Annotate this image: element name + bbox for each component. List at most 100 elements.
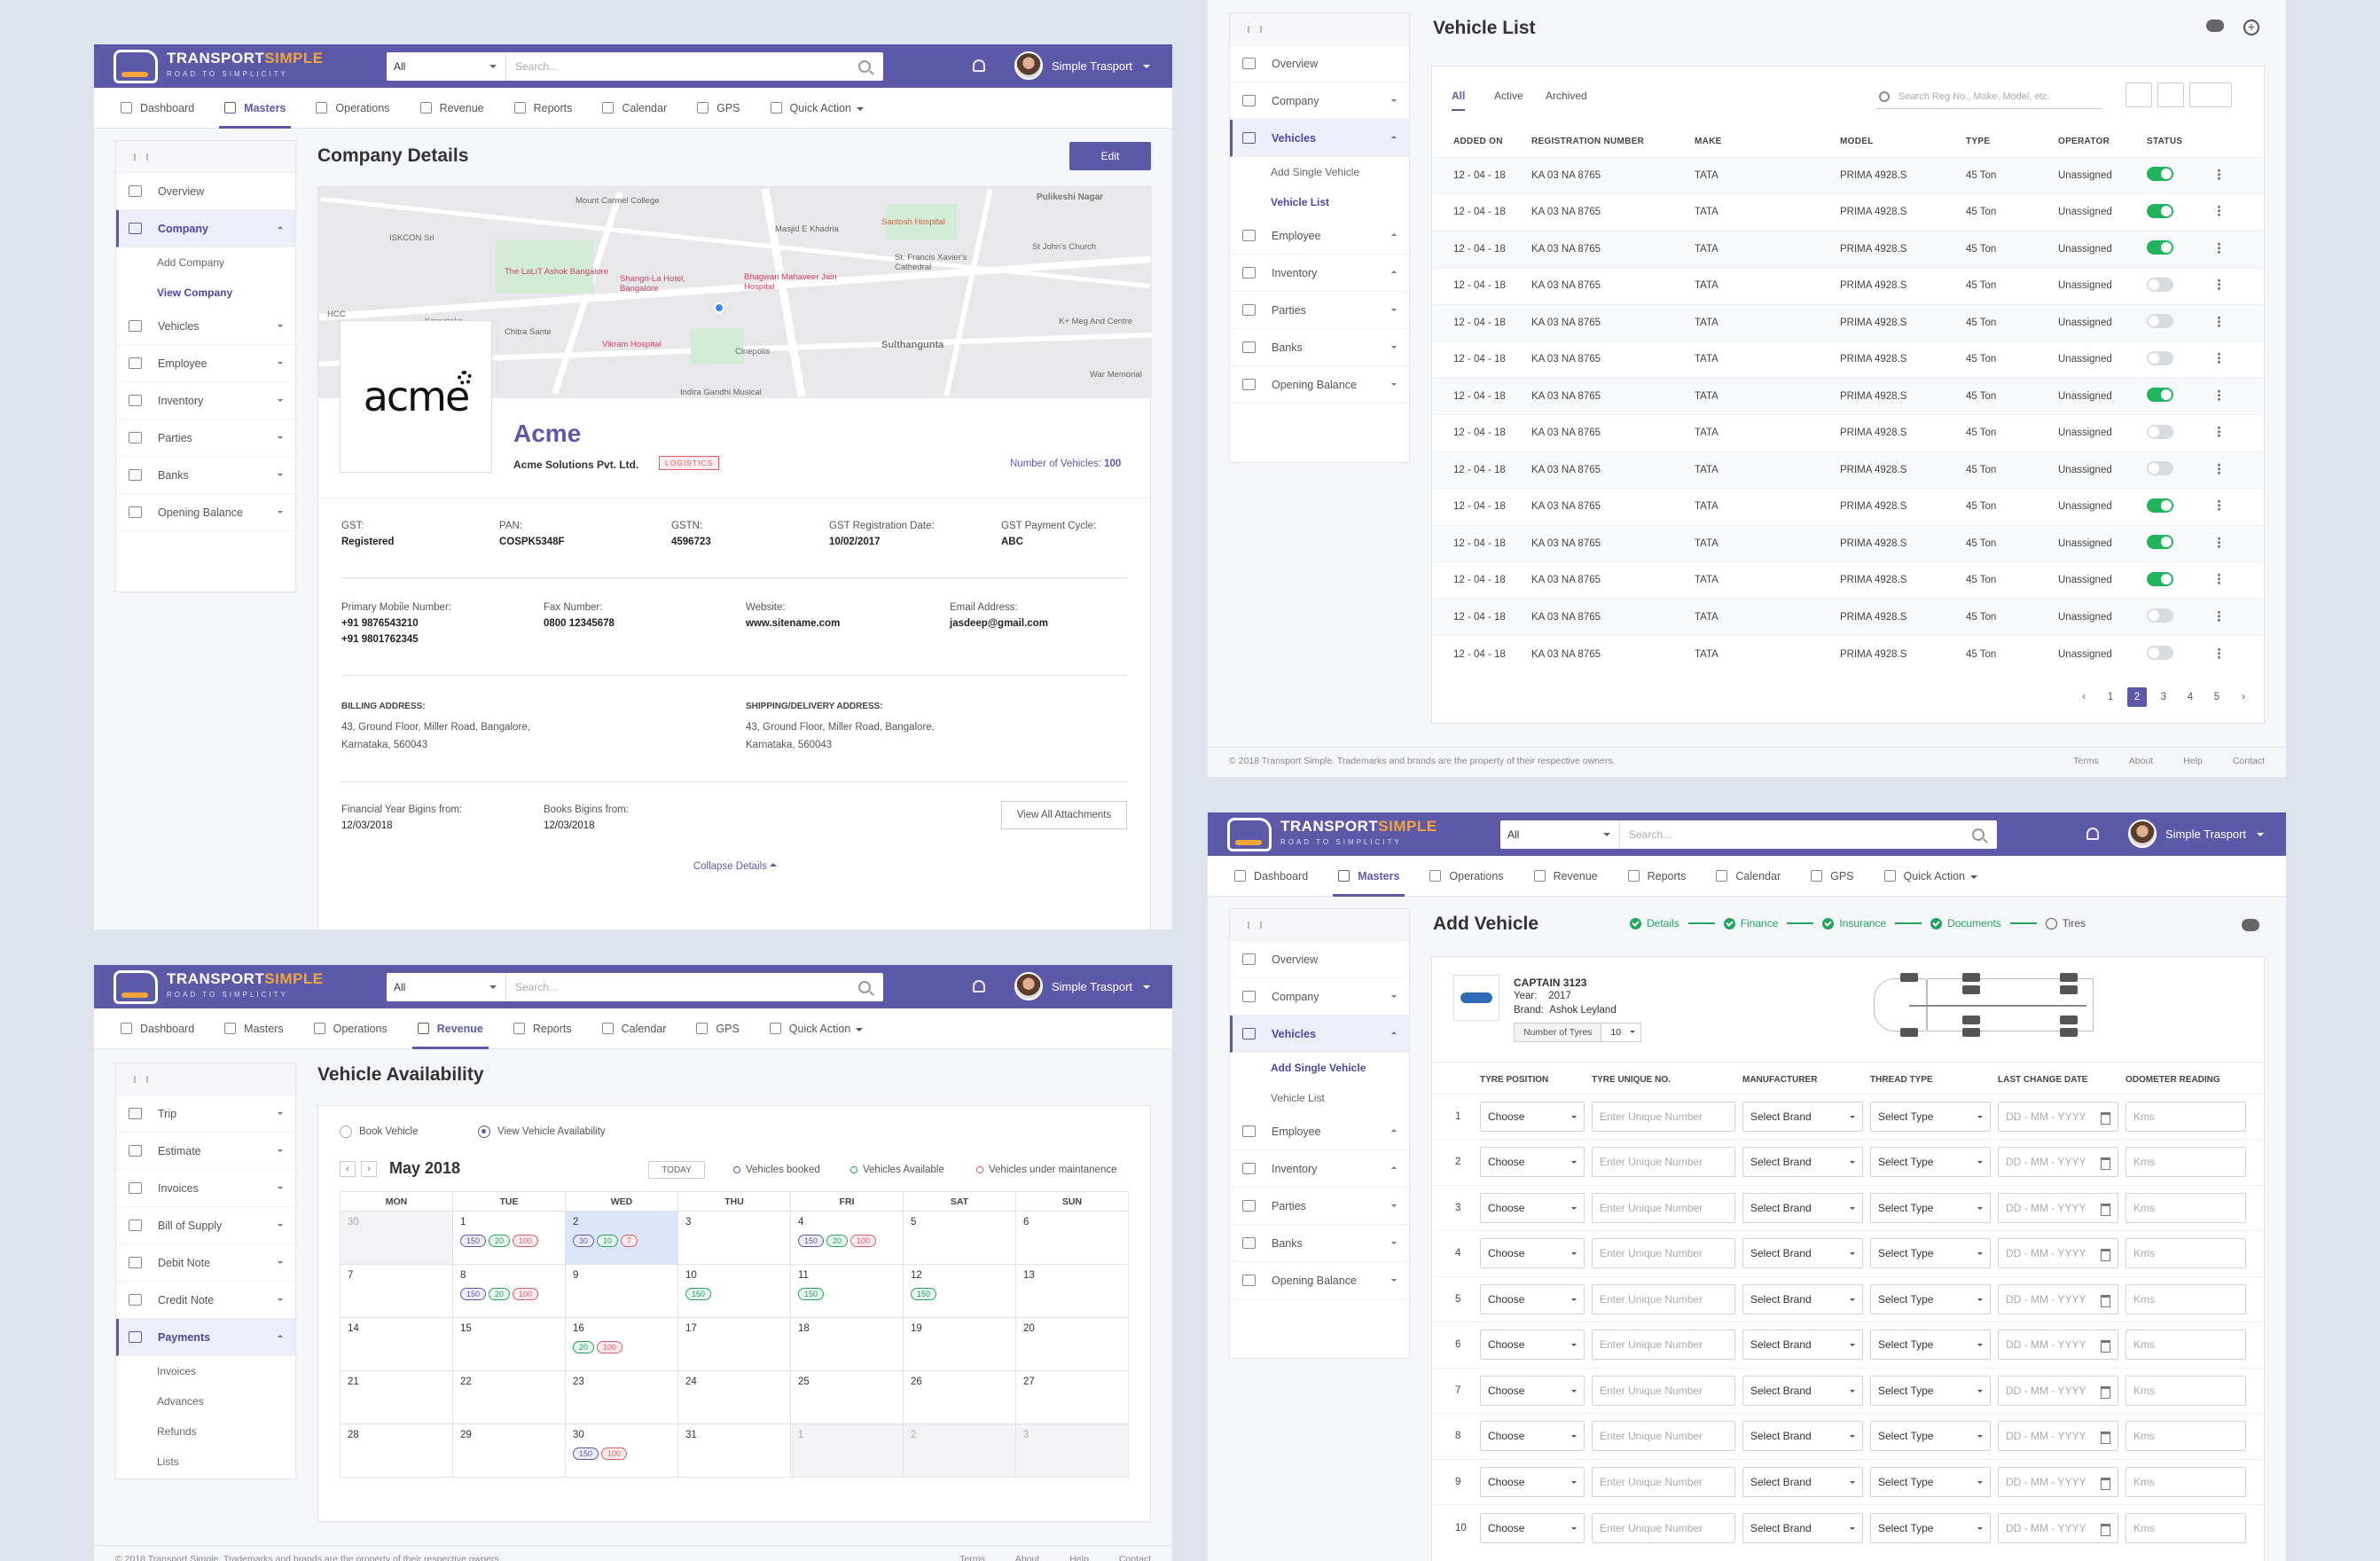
nav-calendar[interactable]: Calendar <box>601 1008 666 1049</box>
registration-link[interactable]: KA 03 NA 8765 <box>1531 561 1695 599</box>
calendar-day[interactable]: 16 20 100 <box>565 1317 678 1371</box>
sidebar-sub-add-single-vehicle[interactable]: Add Single Vehicle <box>1271 166 1360 178</box>
last-change-date-input[interactable]: DD - MM - YYYY <box>1998 1147 2118 1178</box>
step-details[interactable]: Details <box>1630 917 1679 930</box>
thread-type-select[interactable]: Select Type <box>1870 1238 1991 1269</box>
nav-gps[interactable]: GPS <box>1811 856 1854 897</box>
tyre-position-select[interactable]: Choose <box>1480 1238 1585 1269</box>
thread-type-select[interactable]: Select Type <box>1870 1101 1991 1132</box>
col-type[interactable]: TYPE <box>1966 137 1991 147</box>
sidebar-item-employee[interactable]: Employee <box>1230 1113 1409 1150</box>
last-change-date-input[interactable]: DD - MM - YYYY <box>1998 1375 2118 1406</box>
sidebar-sub-view-company[interactable]: View Company <box>157 286 233 299</box>
sidebar-item-company[interactable]: Company <box>1230 82 1409 120</box>
calendar-day[interactable]: 14 <box>340 1317 453 1371</box>
tyre-position-select[interactable]: Choose <box>1480 1101 1585 1132</box>
odometer-input[interactable]: Kms <box>2126 1238 2246 1269</box>
step-documents[interactable]: Documents <box>1930 917 2001 930</box>
sidebar-item-bill-of-supply[interactable]: Bill of Supply <box>116 1207 295 1244</box>
odometer-input[interactable]: Kms <box>2126 1375 2246 1406</box>
collapse-sidebar-icon[interactable] <box>1230 909 1409 941</box>
add-vehicle-icon[interactable]: + <box>2243 20 2259 35</box>
registration-link[interactable]: KA 03 NA 8765 <box>1531 341 1695 378</box>
more-options-icon[interactable] <box>2218 278 2220 291</box>
tyre-position-select[interactable]: Choose <box>1480 1512 1585 1543</box>
sidebar-item-opening-balance[interactable]: Opening Balance <box>1230 1262 1409 1299</box>
tyre-unique-input[interactable]: Enter Unique Number <box>1592 1421 1735 1452</box>
status-toggle[interactable] <box>2147 535 2173 550</box>
view-attachments-button[interactable]: View All Attachments <box>1001 801 1127 829</box>
footer-link-terms[interactable]: Terms <box>959 1553 985 1561</box>
last-change-date-input[interactable]: DD - MM - YYYY <box>1998 1283 2118 1314</box>
nav-quick-action[interactable]: Quick Action <box>769 1008 864 1049</box>
thread-type-select[interactable]: Select Type <box>1870 1512 1991 1543</box>
calendar-day[interactable]: 20 <box>1015 1317 1129 1371</box>
page-button[interactable]: 4 <box>2187 692 2194 702</box>
calendar-day[interactable]: 3 <box>1015 1424 1129 1478</box>
more-options-icon[interactable] <box>2218 462 2220 475</box>
user-menu[interactable]: Simple Trasport <box>1014 51 1151 80</box>
manufacturer-select[interactable]: Select Brand <box>1742 1283 1863 1314</box>
last-change-date-input[interactable]: DD - MM - YYYY <box>1998 1512 2118 1543</box>
last-change-date-input[interactable]: DD - MM - YYYY <box>1998 1192 2118 1223</box>
tyre-unique-input[interactable]: Enter Unique Number <box>1592 1101 1735 1132</box>
calendar-day[interactable]: 15 <box>452 1317 566 1371</box>
status-toggle[interactable] <box>2147 240 2173 255</box>
status-toggle[interactable] <box>2147 498 2173 513</box>
nav-operations[interactable]: Operations <box>1429 856 1504 897</box>
calendar-day[interactable]: 22 <box>452 1370 566 1424</box>
table-row[interactable]: 12 - 04 - 18 KA 03 NA 8765 TATA PRIMA 4928.… <box>1432 267 2264 304</box>
table-row[interactable]: 12 - 04 - 18 KA 03 NA 8765 TATA PRIMA 4928.… <box>1432 193 2264 231</box>
manufacturer-select[interactable]: Select Brand <box>1742 1512 1863 1543</box>
manufacturer-select[interactable]: Select Brand <box>1742 1466 1863 1497</box>
calendar-day[interactable]: 8 150 20 100 <box>452 1264 566 1318</box>
table-row[interactable]: 12 - 04 - 18 KA 03 NA 8765 TATA PRIMA 4928.… <box>1432 488 2264 525</box>
calendar-day[interactable]: 24 <box>677 1370 791 1424</box>
more-options-icon[interactable] <box>2218 352 2220 365</box>
table-row[interactable]: 12 - 04 - 18 KA 03 NA 8765 TATA PRIMA 4928.… <box>1432 598 2264 636</box>
calendar-day[interactable]: 1 150 20 100 <box>452 1211 566 1265</box>
nav-quick-action[interactable]: Quick Action <box>1883 856 1978 897</box>
sidebar-item-employee[interactable]: Employee <box>1230 217 1409 255</box>
nav-reports[interactable]: Reports <box>1627 856 1686 897</box>
sidebar-item-company[interactable]: Company <box>116 210 295 247</box>
nav-gps[interactable]: GPS <box>696 1008 740 1049</box>
sidebar-item-vehicles[interactable]: Vehicles <box>116 308 295 345</box>
col-model[interactable]: MODEL <box>1840 137 1874 147</box>
filter-icon[interactable] <box>2126 82 2152 107</box>
thread-type-select[interactable]: Select Type <box>1870 1192 1991 1223</box>
sidebar-sub-lists[interactable]: Lists <box>157 1455 179 1468</box>
brand-logo[interactable]: TRANSPORTSIMPLE ROAD TO SIMPLICITY <box>114 49 380 83</box>
manufacturer-select[interactable]: Select Brand <box>1742 1375 1863 1406</box>
cloud-upload-icon[interactable] <box>2206 20 2224 32</box>
tyre-position-select[interactable]: Choose <box>1480 1421 1585 1452</box>
status-toggle[interactable] <box>2147 203 2173 218</box>
status-toggle[interactable] <box>2147 350 2173 365</box>
sidebar-item-estimate[interactable]: Estimate <box>116 1133 295 1170</box>
calendar-day[interactable]: 11 150 <box>790 1264 904 1318</box>
calendar-day[interactable]: 1 <box>790 1424 904 1478</box>
user-menu[interactable]: Simple Trasport <box>2128 820 2265 848</box>
page-button[interactable]: 5 <box>2213 692 2220 702</box>
tyre-unique-input[interactable]: Enter Unique Number <box>1592 1375 1735 1406</box>
table-row[interactable]: 12 - 04 - 18 KA 03 NA 8765 TATA PRIMA 4928.… <box>1432 561 2264 599</box>
sidebar-item-vehicles[interactable]: Vehicles <box>1230 1016 1409 1053</box>
registration-link[interactable]: KA 03 NA 8765 <box>1531 635 1695 672</box>
col-registration[interactable]: REGISTRATION NUMBER <box>1531 137 1645 147</box>
thread-type-select[interactable]: Select Type <box>1870 1466 1991 1497</box>
search-input[interactable]: Search... <box>515 981 559 993</box>
bell-icon[interactable] <box>973 59 985 72</box>
registration-link[interactable]: KA 03 NA 8765 <box>1531 414 1695 451</box>
today-button[interactable]: TODAY <box>648 1161 705 1179</box>
sidebar-item-parties[interactable]: Parties <box>1230 1188 1409 1225</box>
cloud-upload-icon[interactable] <box>2242 919 2259 931</box>
sidebar-sub-vehicle-list[interactable]: Vehicle List <box>1271 1092 1325 1104</box>
footer-link-contact[interactable]: Contact <box>2232 755 2265 766</box>
col-status[interactable]: STATUS <box>2147 137 2183 147</box>
brand-logo[interactable]: TRANSPORTSIMPLE ROAD TO SIMPLICITY <box>1227 817 1493 851</box>
tyre-unique-input[interactable]: Enter Unique Number <box>1592 1192 1735 1223</box>
search-scope-select[interactable]: All <box>1500 820 1620 849</box>
nav-operations[interactable]: Operations <box>316 88 390 129</box>
search-input[interactable]: Search... <box>1629 828 1672 841</box>
last-change-date-input[interactable]: DD - MM - YYYY <box>1998 1421 2118 1452</box>
